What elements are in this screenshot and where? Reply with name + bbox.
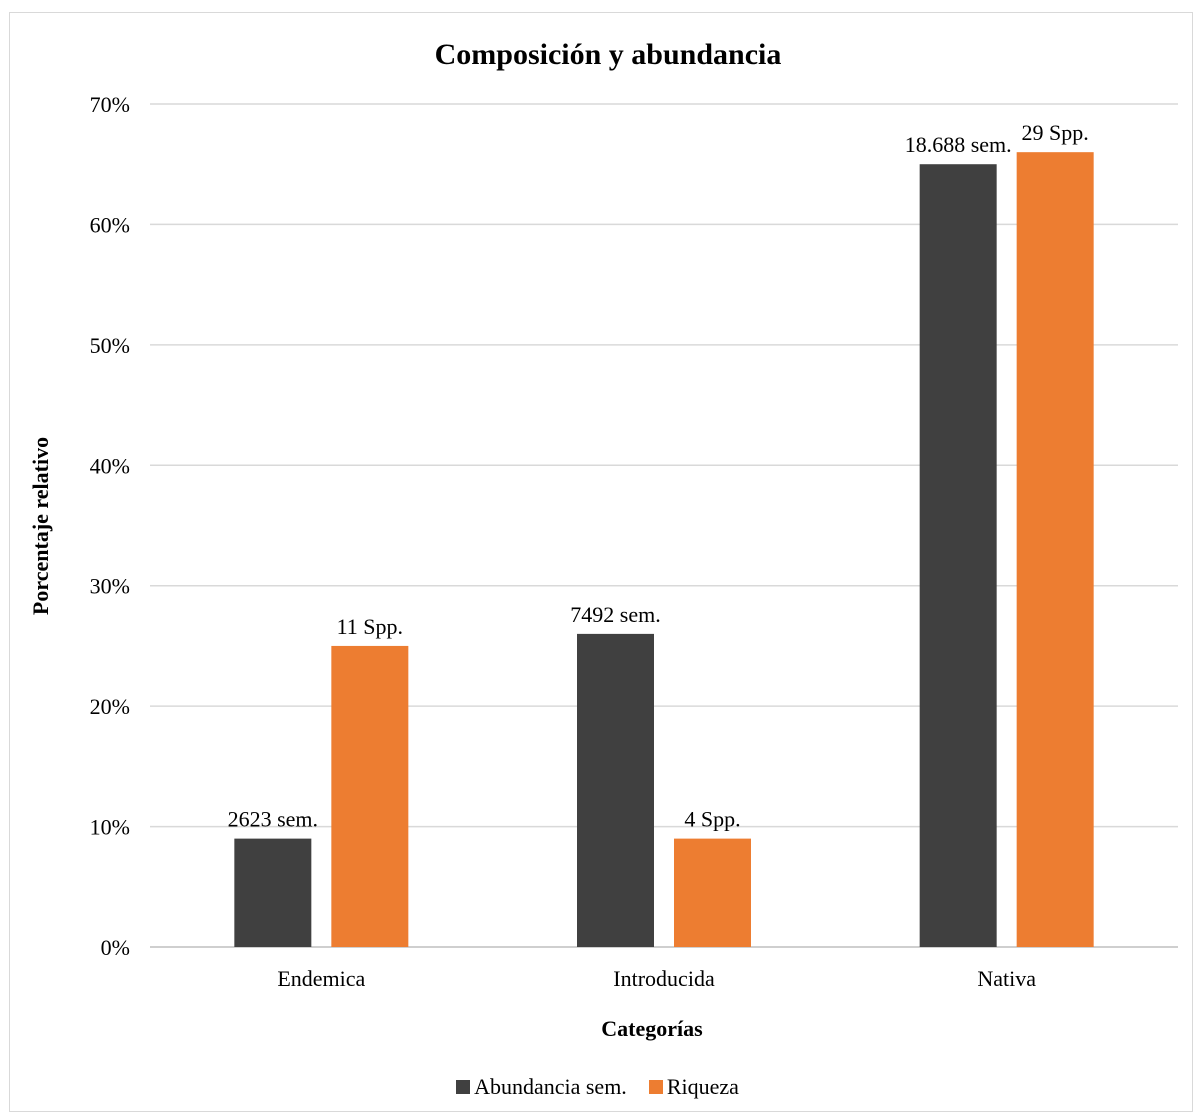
y-tick-label: 40% [90, 453, 130, 478]
legend-item-riqueza: Riqueza [648, 1074, 739, 1100]
bar-1-1 [674, 838, 751, 947]
x-tick-label: Introducida [613, 966, 715, 991]
data-label: 29 Spp. [1022, 120, 1089, 145]
legend-label-abundancia: Abundancia sem. [474, 1074, 627, 1099]
gridlines [150, 103, 1178, 948]
y-tick-label: 0% [101, 935, 130, 960]
legend-swatch-abundancia [456, 1080, 471, 1094]
y-tick-label: 20% [90, 694, 130, 719]
x-axis-ticks: Endemica Introducida Nativa [277, 966, 1036, 991]
bar-1-0 [331, 645, 409, 947]
bar-0-1 [577, 633, 654, 947]
data-label: 4 Spp. [684, 807, 740, 832]
y-axis-title: Porcentaje relativo [28, 437, 53, 615]
legend-item-abundancia: Abundancia sem. [456, 1074, 627, 1100]
bar-labels: 2623 sem. 11 Spp. 7492 sem. 4 Spp. 18.688 se… [228, 120, 1089, 831]
bar-0-2 [919, 164, 997, 947]
y-axis-ticks: 0% 10% 20% 30% 40% 50% 60% 70% [90, 92, 130, 960]
bar-1-2 [1016, 152, 1094, 947]
x-tick-label: Endemica [277, 966, 365, 991]
data-label: 7492 sem. [570, 602, 660, 627]
data-label: 2623 sem. [228, 807, 318, 832]
bars [234, 152, 1094, 947]
x-axis-title: Categorías [601, 1016, 703, 1041]
y-tick-label: 50% [90, 333, 130, 358]
y-tick-label: 70% [90, 92, 130, 117]
legend-swatch-riqueza [648, 1080, 663, 1094]
data-label: 18.688 sem. [905, 132, 1012, 157]
y-tick-label: 30% [90, 574, 130, 599]
legend-label-riqueza: Riqueza [666, 1074, 739, 1099]
y-tick-label: 10% [90, 815, 130, 840]
y-tick-label: 60% [90, 212, 130, 237]
x-tick-label: Nativa [977, 966, 1036, 991]
bar-0-0 [234, 838, 312, 947]
data-label: 11 Spp. [337, 614, 403, 639]
legend: Abundancia sem. Riqueza [0, 1072, 1195, 1102]
chart-title: Composición y abundancia [435, 38, 782, 71]
